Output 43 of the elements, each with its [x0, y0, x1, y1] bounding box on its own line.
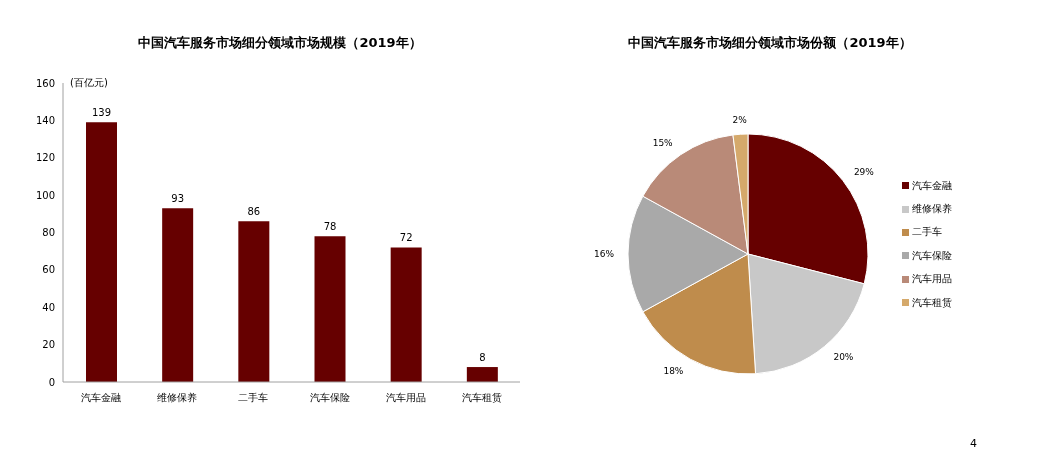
bar [86, 122, 117, 382]
y-tick-label: 160 [35, 77, 55, 89]
legend-label: 汽车租赁 [912, 295, 952, 310]
legend-label: 汽车金融 [912, 178, 952, 193]
y-tick-label: 140 [35, 114, 55, 126]
data-label: 78 [323, 221, 337, 233]
bar [466, 367, 498, 382]
legend-label: 汽车保险 [912, 248, 952, 263]
y-tick-label: 40 [42, 301, 55, 313]
data-label: 139 [91, 107, 112, 119]
bar [314, 236, 346, 382]
y-tick-label: 100 [35, 189, 55, 201]
y-tick-label: 120 [35, 152, 55, 164]
data-label: 8 [479, 352, 486, 364]
bar [238, 221, 270, 382]
x-tick-label: 汽车保险 [309, 392, 350, 404]
data-label: 29% [853, 166, 875, 177]
data-label: 20% [833, 352, 854, 363]
y-tick-label: 60 [42, 264, 55, 276]
y-tick-label: 0 [48, 376, 55, 388]
bar [390, 247, 422, 382]
chart-title: 中国汽车服务市场细分领域市场份额（2019年） [628, 35, 912, 50]
bar [162, 208, 194, 382]
x-tick-label: 汽车金融 [81, 392, 122, 404]
x-tick-label: 汽车租赁 [461, 392, 502, 404]
legend-label: 维修保养 [912, 202, 952, 217]
data-label: 2% [732, 115, 748, 126]
y-axis-title: (百亿元) [70, 77, 108, 88]
data-label: 16% [593, 249, 615, 259]
chart-title: 中国汽车服务市场细分领域市场规模（2019年） [138, 35, 422, 50]
legend-label: 二手车 [912, 225, 942, 240]
y-tick-label: 20 [42, 339, 55, 351]
data-label: 86 [247, 206, 261, 218]
x-tick-label: 维修保养 [157, 392, 198, 404]
legend-label: 汽车用品 [912, 272, 952, 287]
data-label: 15% [652, 138, 674, 149]
x-tick-label: 二手车 [238, 392, 269, 404]
data-label: 93 [171, 193, 185, 205]
data-label: 72 [399, 232, 413, 244]
x-tick-label: 汽车用品 [385, 392, 426, 404]
text: 4 [970, 437, 977, 450]
y-tick-label: 80 [42, 227, 55, 239]
data-label: 18% [663, 366, 684, 377]
